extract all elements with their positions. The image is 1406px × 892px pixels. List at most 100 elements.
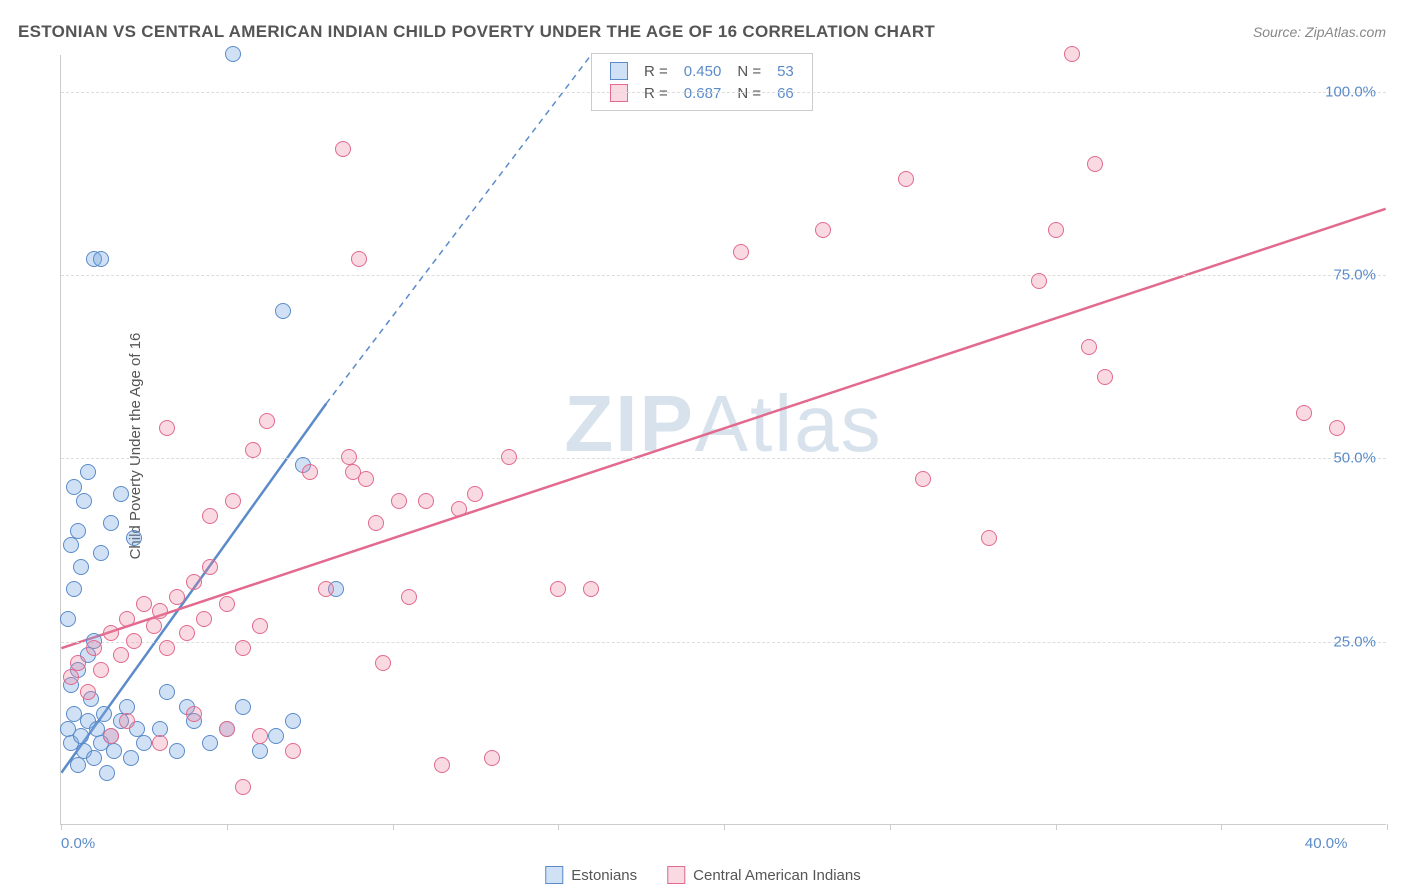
scatter-point xyxy=(136,596,152,612)
swatch-estonians xyxy=(610,62,628,80)
n-value-cai: 66 xyxy=(769,82,802,104)
scatter-point xyxy=(169,743,185,759)
scatter-point xyxy=(252,618,268,634)
regression-stats-box: R = 0.450 N = 53 R = 0.687 N = 66 xyxy=(591,53,813,111)
scatter-point xyxy=(202,508,218,524)
legend-item-cai: Central American Indians xyxy=(667,866,861,884)
scatter-point xyxy=(1329,420,1345,436)
watermark-atlas: Atlas xyxy=(695,379,883,468)
scatter-point xyxy=(815,222,831,238)
scatter-point xyxy=(126,633,142,649)
scatter-point xyxy=(119,713,135,729)
scatter-point xyxy=(358,471,374,487)
scatter-point xyxy=(159,420,175,436)
scatter-point xyxy=(113,647,129,663)
scatter-point xyxy=(123,750,139,766)
scatter-point xyxy=(159,640,175,656)
scatter-point xyxy=(275,303,291,319)
scatter-point xyxy=(285,713,301,729)
scatter-point xyxy=(126,530,142,546)
n-value-estonians: 53 xyxy=(769,60,802,82)
scatter-point xyxy=(335,141,351,157)
x-tick-label: 0.0% xyxy=(61,835,95,852)
scatter-point xyxy=(86,750,102,766)
scatter-point xyxy=(235,779,251,795)
scatter-point xyxy=(66,479,82,495)
scatter-point xyxy=(93,251,109,267)
grid-line xyxy=(61,275,1386,276)
y-tick-label: 50.0% xyxy=(1333,450,1376,467)
grid-line xyxy=(61,642,1386,643)
scatter-point xyxy=(391,493,407,509)
x-tick xyxy=(724,824,725,830)
bottom-legend: Estonians Central American Indians xyxy=(545,866,860,884)
n-label: N = xyxy=(729,60,769,82)
scatter-point xyxy=(898,171,914,187)
scatter-point xyxy=(70,757,86,773)
scatter-point xyxy=(119,611,135,627)
r-value-estonians: 0.450 xyxy=(676,60,730,82)
scatter-point xyxy=(202,735,218,751)
chart-container: ESTONIAN VS CENTRAL AMERICAN INDIAN CHIL… xyxy=(0,0,1406,892)
scatter-point xyxy=(341,449,357,465)
scatter-point xyxy=(70,655,86,671)
scatter-point xyxy=(583,581,599,597)
legend-item-estonians: Estonians xyxy=(545,866,637,884)
scatter-point xyxy=(550,581,566,597)
scatter-point xyxy=(1064,46,1080,62)
scatter-point xyxy=(159,684,175,700)
r-label: R = xyxy=(636,82,676,104)
scatter-point xyxy=(252,743,268,759)
x-tick-label: 40.0% xyxy=(1305,835,1348,852)
scatter-point xyxy=(73,559,89,575)
legend-swatch-estonians xyxy=(545,866,563,884)
chart-title: ESTONIAN VS CENTRAL AMERICAN INDIAN CHIL… xyxy=(18,22,935,42)
scatter-point xyxy=(86,640,102,656)
y-tick-label: 75.0% xyxy=(1333,267,1376,284)
scatter-point xyxy=(915,471,931,487)
scatter-point xyxy=(225,46,241,62)
scatter-point xyxy=(73,728,89,744)
scatter-point xyxy=(484,750,500,766)
scatter-point xyxy=(93,662,109,678)
scatter-point xyxy=(106,743,122,759)
watermark-zip: ZIP xyxy=(564,379,694,468)
scatter-point xyxy=(196,611,212,627)
x-tick xyxy=(227,824,228,830)
scatter-point xyxy=(96,706,112,722)
scatter-point xyxy=(80,684,96,700)
r-value-cai: 0.687 xyxy=(676,82,730,104)
scatter-point xyxy=(99,765,115,781)
y-tick-label: 100.0% xyxy=(1325,83,1376,100)
scatter-point xyxy=(93,545,109,561)
scatter-point xyxy=(401,589,417,605)
r-label: R = xyxy=(636,60,676,82)
source-label: Source: ZipAtlas.com xyxy=(1253,24,1386,40)
scatter-point xyxy=(219,596,235,612)
scatter-point xyxy=(169,589,185,605)
scatter-point xyxy=(63,537,79,553)
scatter-point xyxy=(146,618,162,634)
scatter-point xyxy=(418,493,434,509)
plot-area: ZIPAtlas R = 0.450 N = 53 R = 0.687 N = … xyxy=(60,55,1386,825)
scatter-point xyxy=(1087,156,1103,172)
legend-swatch-cai xyxy=(667,866,685,884)
x-tick xyxy=(558,824,559,830)
regression-row-cai: R = 0.687 N = 66 xyxy=(602,82,802,104)
scatter-point xyxy=(66,581,82,597)
x-tick xyxy=(1056,824,1057,830)
x-tick xyxy=(890,824,891,830)
scatter-point xyxy=(467,486,483,502)
scatter-point xyxy=(501,449,517,465)
grid-line xyxy=(61,458,1386,459)
regression-lines-svg xyxy=(61,55,1386,824)
y-tick-label: 25.0% xyxy=(1333,633,1376,650)
scatter-point xyxy=(103,728,119,744)
n-label: N = xyxy=(729,82,769,104)
scatter-point xyxy=(152,721,168,737)
scatter-point xyxy=(434,757,450,773)
scatter-point xyxy=(63,669,79,685)
scatter-point xyxy=(235,699,251,715)
regression-table: R = 0.450 N = 53 R = 0.687 N = 66 xyxy=(602,60,802,104)
scatter-point xyxy=(113,486,129,502)
